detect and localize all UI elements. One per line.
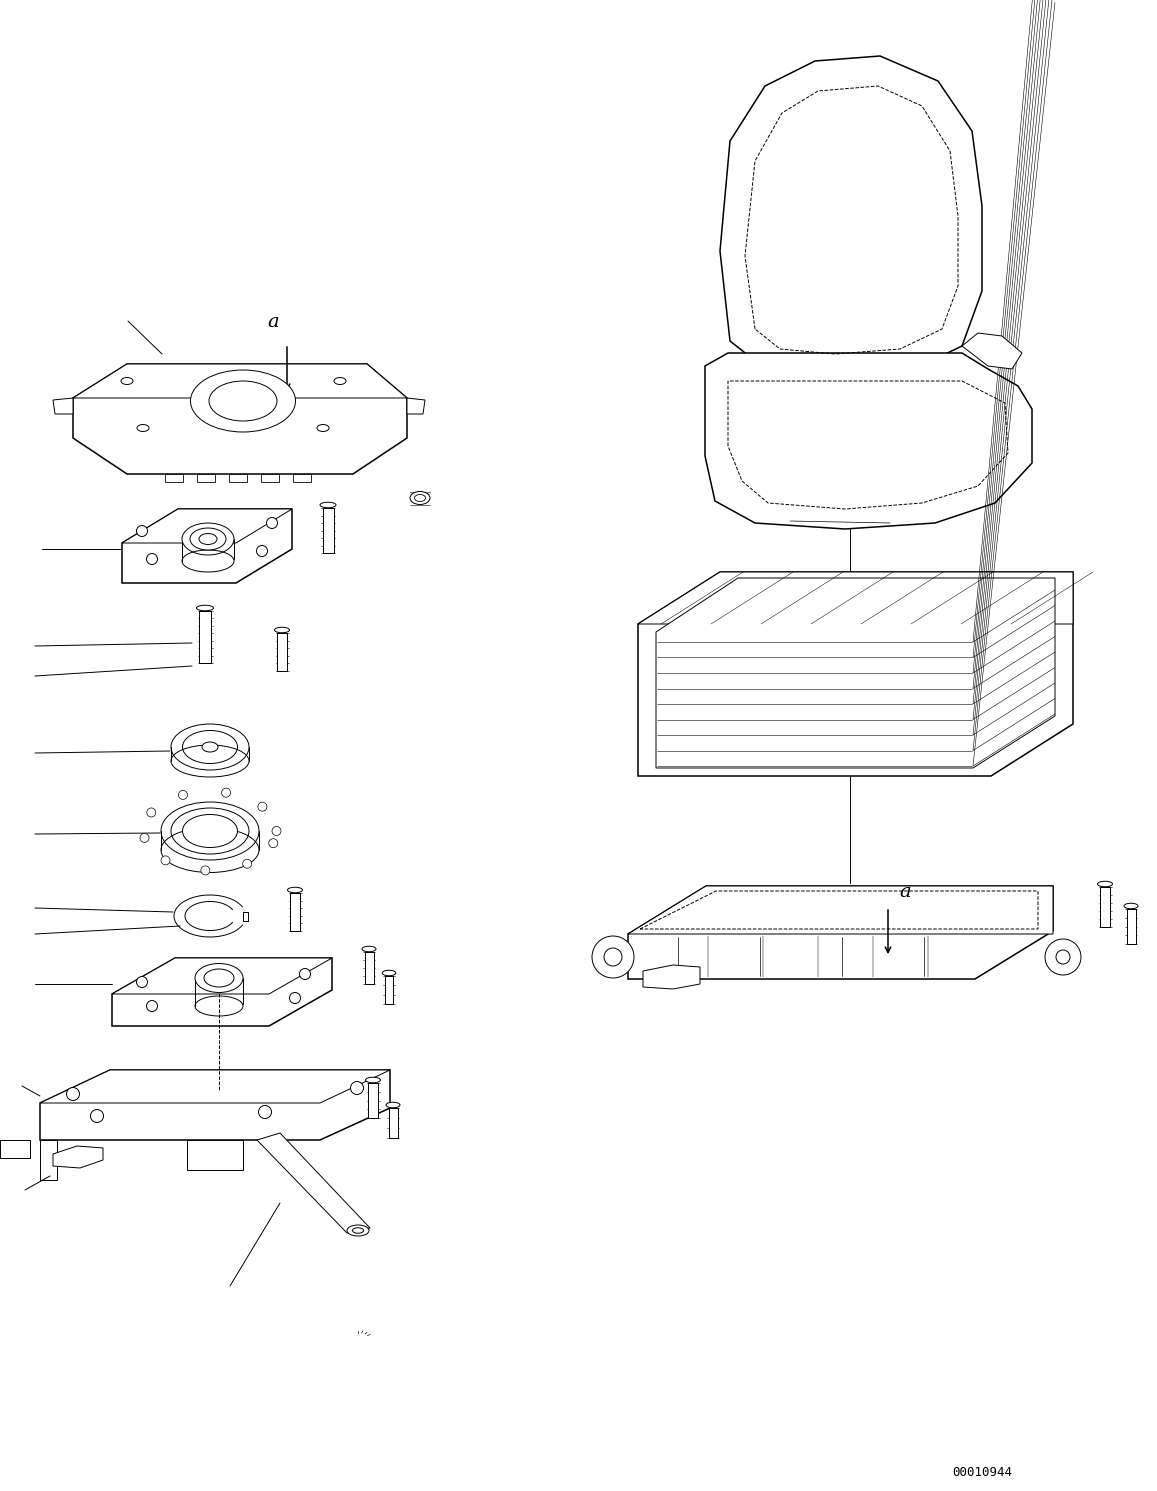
Polygon shape	[961, 332, 1022, 368]
Circle shape	[266, 517, 278, 528]
Ellipse shape	[362, 947, 376, 951]
Bar	[323, 508, 333, 553]
Bar	[389, 1108, 398, 1138]
Polygon shape	[53, 1147, 103, 1167]
Ellipse shape	[202, 743, 218, 751]
Polygon shape	[705, 353, 1032, 529]
Polygon shape	[638, 573, 1073, 775]
Bar	[1127, 910, 1135, 944]
Bar	[0, 1141, 30, 1159]
Bar	[364, 951, 374, 984]
Polygon shape	[628, 886, 1053, 980]
Ellipse shape	[386, 1102, 400, 1108]
Ellipse shape	[320, 502, 336, 508]
Circle shape	[140, 833, 149, 842]
Circle shape	[258, 1105, 272, 1118]
Bar	[261, 474, 279, 482]
Circle shape	[272, 826, 281, 835]
Circle shape	[1045, 939, 1081, 975]
Circle shape	[289, 993, 301, 1003]
Polygon shape	[40, 1071, 390, 1141]
Polygon shape	[656, 579, 1055, 768]
Ellipse shape	[410, 492, 430, 504]
Ellipse shape	[334, 377, 346, 385]
Ellipse shape	[347, 1226, 369, 1236]
Ellipse shape	[1123, 904, 1138, 908]
Ellipse shape	[317, 425, 329, 431]
Circle shape	[201, 866, 209, 875]
Circle shape	[90, 1109, 103, 1123]
Ellipse shape	[183, 731, 237, 763]
Ellipse shape	[199, 534, 218, 544]
Bar	[290, 893, 300, 930]
Ellipse shape	[171, 725, 249, 769]
Ellipse shape	[382, 971, 396, 975]
Ellipse shape	[191, 370, 295, 432]
Polygon shape	[53, 398, 73, 414]
Polygon shape	[73, 364, 407, 398]
Ellipse shape	[137, 425, 149, 431]
Circle shape	[66, 1087, 80, 1100]
Bar	[229, 474, 246, 482]
Bar	[165, 474, 183, 482]
Ellipse shape	[353, 1227, 363, 1233]
Ellipse shape	[182, 523, 234, 555]
Ellipse shape	[196, 963, 243, 993]
Polygon shape	[40, 1071, 390, 1103]
Ellipse shape	[197, 605, 214, 611]
Text: 00010944: 00010944	[952, 1467, 1012, 1479]
Ellipse shape	[190, 528, 226, 550]
Circle shape	[300, 969, 310, 980]
Circle shape	[268, 839, 278, 848]
Ellipse shape	[161, 802, 259, 860]
Ellipse shape	[204, 969, 234, 987]
Bar	[293, 474, 311, 482]
Polygon shape	[73, 364, 407, 474]
Circle shape	[258, 802, 267, 811]
Circle shape	[257, 546, 267, 556]
Polygon shape	[112, 959, 332, 994]
Bar	[1100, 887, 1110, 927]
Polygon shape	[40, 1141, 57, 1179]
Ellipse shape	[121, 377, 133, 385]
Bar	[368, 1082, 378, 1118]
Polygon shape	[407, 398, 425, 414]
Polygon shape	[628, 886, 1053, 933]
Ellipse shape	[183, 814, 237, 847]
Ellipse shape	[366, 1078, 381, 1082]
Polygon shape	[121, 508, 292, 583]
Ellipse shape	[274, 628, 289, 632]
Text: a: a	[267, 313, 279, 331]
Polygon shape	[638, 573, 1073, 625]
Bar	[197, 474, 215, 482]
Polygon shape	[257, 1133, 370, 1233]
Circle shape	[147, 1000, 157, 1011]
Circle shape	[178, 790, 187, 799]
Ellipse shape	[1098, 881, 1113, 887]
Polygon shape	[112, 959, 332, 1026]
Circle shape	[147, 808, 156, 817]
Polygon shape	[720, 57, 982, 376]
Ellipse shape	[171, 808, 249, 854]
Circle shape	[604, 948, 622, 966]
Circle shape	[161, 856, 170, 865]
Ellipse shape	[209, 382, 277, 420]
Circle shape	[137, 525, 147, 537]
Polygon shape	[121, 508, 292, 543]
Circle shape	[351, 1081, 363, 1094]
Polygon shape	[187, 1141, 243, 1170]
Circle shape	[222, 789, 230, 798]
Ellipse shape	[414, 495, 426, 501]
Bar	[199, 611, 211, 663]
Circle shape	[137, 977, 147, 987]
Text: a: a	[899, 883, 911, 901]
Circle shape	[147, 553, 157, 565]
Polygon shape	[643, 965, 700, 989]
Bar	[385, 977, 393, 1003]
Ellipse shape	[287, 887, 302, 893]
Bar	[277, 634, 287, 671]
Circle shape	[592, 936, 634, 978]
Circle shape	[1056, 950, 1070, 965]
Circle shape	[243, 859, 252, 868]
